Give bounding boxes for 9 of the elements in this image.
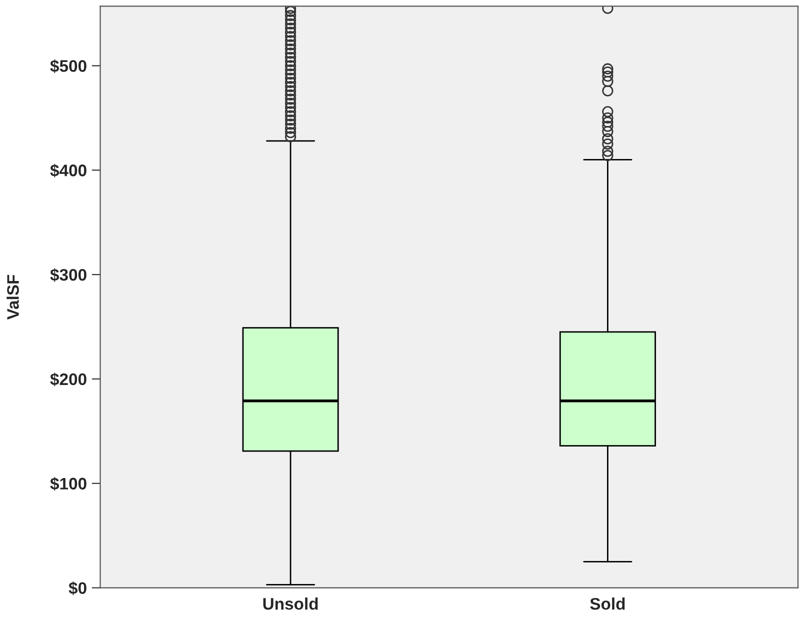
y-tick-label: $300 [50,268,86,282]
y-tick-label: $100 [50,477,86,491]
y-tick-label: $0 [68,581,86,596]
y-tick-label: $400 [50,164,86,178]
y-tick-label: $500 [50,59,86,74]
x-tick-label: Unsold [263,598,318,610]
x-tick-label: Sold [590,598,625,610]
y-axis-title: ValSF [6,274,19,320]
y-tick-label: $200 [50,372,86,386]
